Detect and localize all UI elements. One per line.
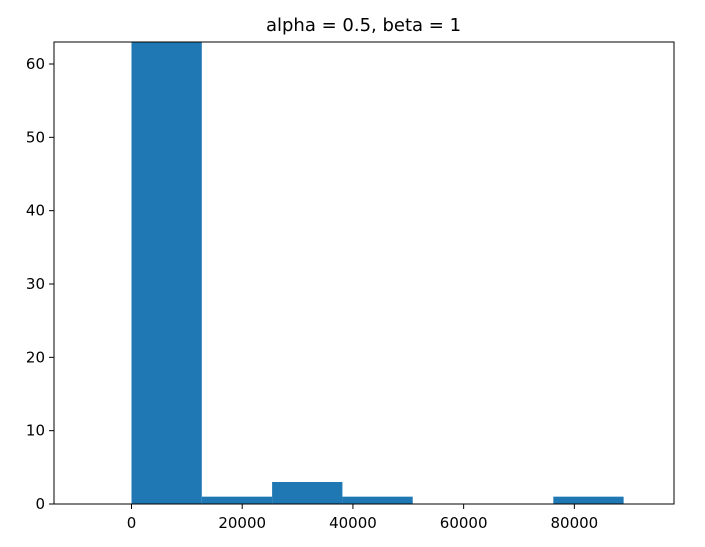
histogram-bar-0 xyxy=(131,42,202,504)
x-tick-label-1: 20000 xyxy=(218,514,266,532)
y-tick-label-3: 30 xyxy=(26,275,45,293)
x-tick-label-3: 60000 xyxy=(440,514,488,532)
y-tick-label-6: 60 xyxy=(26,55,45,73)
x-axis-ticks: 0 20000 40000 60000 80000 xyxy=(127,504,598,532)
y-tick-label-5: 50 xyxy=(26,128,45,146)
x-tick-label-4: 80000 xyxy=(550,514,598,532)
x-tick-label-2: 40000 xyxy=(329,514,377,532)
bars-group xyxy=(131,42,624,504)
y-tick-label-1: 10 xyxy=(26,422,45,440)
histogram-bar-6 xyxy=(553,496,624,504)
histogram-bar-3 xyxy=(342,496,413,504)
plot-frame xyxy=(53,41,675,505)
x-tick-label-0: 0 xyxy=(127,514,137,532)
y-tick-label-4: 40 xyxy=(26,202,45,220)
y-tick-label-2: 20 xyxy=(26,348,45,366)
chart-title: alpha = 0.5, beta = 1 xyxy=(266,15,461,36)
histogram-bar-1 xyxy=(201,496,273,504)
histogram-bar-2 xyxy=(272,482,343,504)
y-tick-label-0: 0 xyxy=(35,495,45,513)
y-axis-ticks: 0 10 20 30 40 50 60 xyxy=(26,55,54,513)
